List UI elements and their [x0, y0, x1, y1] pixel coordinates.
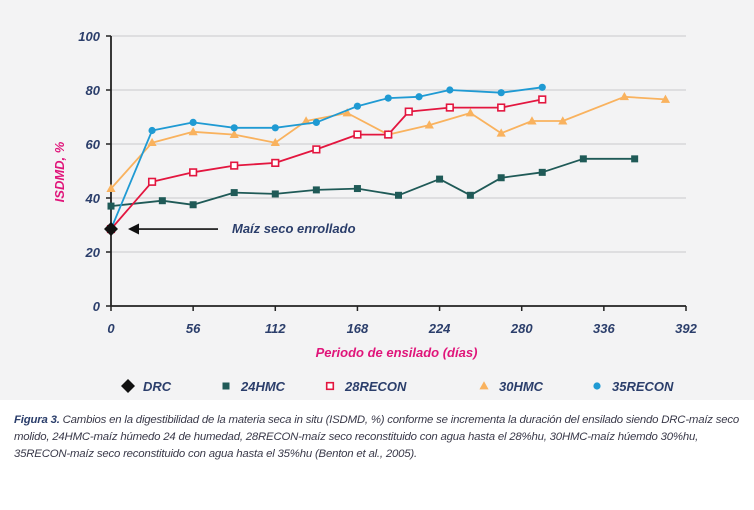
caption-label: Figura 3.: [14, 414, 60, 426]
point-28recon-11: [538, 95, 547, 104]
point-30hmc-12: [558, 116, 568, 125]
point-24hmc-13: [631, 155, 639, 163]
y-tick-label-100: 100: [78, 29, 100, 44]
point-30hmc-3: [229, 129, 239, 138]
point-35recon-9: [446, 86, 454, 94]
annotation-label: Maíz seco enrollado: [232, 221, 356, 236]
legend-marker-35recon: [593, 382, 601, 390]
legend-item-35recon: 35RECON: [593, 379, 674, 394]
point-30hmc-10: [496, 128, 506, 137]
y-tick-label-40: 40: [85, 191, 101, 206]
point-35recon-1: [148, 126, 156, 135]
point-24hmc-11: [538, 168, 546, 176]
point-drc-0: [104, 222, 118, 237]
series-line-24hmc: [110, 157, 635, 207]
chart-panel: 0 20 40 60 80 100 0 56 112 168 224 280 336 392 Periodo…: [0, 0, 754, 400]
point-24hmc-9: [466, 191, 474, 199]
point-28recon-10: [497, 103, 506, 112]
annotation-arrow-head: [128, 223, 139, 235]
y-tick-label-60: 60: [86, 137, 101, 152]
point-30hmc-2: [188, 127, 198, 136]
x-tick-label-56: 56: [186, 321, 201, 336]
legend-marker-30hmc: [479, 381, 489, 390]
point-28recon-2: [189, 168, 198, 177]
point-30hmc-1: [147, 137, 157, 147]
legend-item-30hmc: 30HMC: [479, 379, 544, 394]
point-35recon-3: [230, 124, 238, 132]
point-24hmc-6: [353, 185, 361, 193]
y-tick-label-0: 0: [93, 299, 101, 314]
point-24hmc-1: [158, 197, 166, 205]
point-35recon-4: [271, 124, 279, 132]
point-30hmc-11: [527, 116, 537, 125]
x-tick-label-224: 224: [428, 321, 451, 336]
point-30hmc-8: [424, 120, 434, 129]
legend-label-28recon: 28RECON: [344, 379, 407, 394]
point-24hmc-10: [497, 174, 505, 182]
legend-label-drc: DRC: [143, 379, 172, 394]
x-tick-label-392: 392: [675, 321, 697, 336]
line-chart: 0 20 40 60 80 100 0 56 112 168 224 280 336 392 Periodo…: [52, 29, 698, 394]
point-24hmc-2: [189, 201, 197, 209]
point-30hmc-9: [465, 108, 475, 117]
point-35recon-5: [312, 118, 320, 126]
legend-marker-drc: [121, 379, 135, 393]
legend-item-drc: DRC: [121, 379, 172, 394]
point-28recon-3: [230, 161, 239, 170]
point-24hmc-5: [312, 186, 320, 194]
legend-marker-24hmc: [222, 382, 230, 390]
legend-marker-28recon: [325, 381, 335, 391]
x-tick-label-336: 336: [593, 321, 615, 336]
point-28recon-7: [384, 130, 393, 139]
point-24hmc-7: [395, 191, 402, 199]
point-30hmc-13: [619, 91, 629, 101]
x-tick-label-168: 168: [347, 321, 369, 336]
point-35recon-6: [353, 102, 362, 110]
point-35recon-2: [189, 118, 197, 126]
point-28recon-6: [353, 130, 362, 139]
point-30hmc-0: [106, 183, 116, 192]
y-tick-label-80: 80: [86, 83, 101, 98]
y-tick-label-20: 20: [85, 245, 101, 260]
point-24hmc-0: [107, 202, 115, 210]
point-30hmc-5: [301, 116, 311, 125]
legend-item-28recon: 28RECON: [325, 379, 407, 394]
point-24hmc-8: [436, 175, 444, 183]
x-tick-label-112: 112: [265, 321, 286, 336]
legend-item-24hmc: 24HMC: [222, 379, 286, 394]
series-line-28recon: [110, 98, 543, 230]
point-35recon-11: [538, 83, 546, 91]
point-35recon-7: [384, 94, 392, 102]
caption-text: Cambios en la digestibilidad de la mater…: [14, 414, 740, 460]
point-24hmc-4: [271, 190, 279, 198]
figure-caption: Figura 3. Cambios en la digestibilidad d…: [14, 412, 744, 463]
legend-label-35recon: 35RECON: [612, 379, 674, 394]
point-35recon-10: [497, 89, 505, 97]
point-30hmc-6: [342, 108, 352, 117]
x-tick-label-0: 0: [107, 321, 115, 336]
x-tick-label-280: 280: [510, 321, 533, 336]
x-axis-title: Periodo de ensilado (días): [316, 345, 478, 360]
point-24hmc-3: [230, 189, 238, 197]
y-axis-title: ISDMD, %: [52, 141, 67, 202]
legend-label-30hmc: 30HMC: [499, 379, 544, 394]
point-28recon-8: [404, 107, 413, 116]
point-30hmc-4: [270, 137, 280, 147]
point-28recon-4: [271, 158, 280, 168]
point-30hmc-14: [660, 94, 671, 103]
legend-label-24hmc: 24HMC: [240, 379, 286, 394]
series-line-35recon: [110, 86, 543, 230]
point-28recon-5: [312, 145, 321, 154]
point-28recon-9: [445, 103, 454, 112]
point-28recon-1: [147, 177, 157, 186]
point-35recon-8: [415, 93, 423, 101]
point-24hmc-12: [579, 155, 587, 163]
